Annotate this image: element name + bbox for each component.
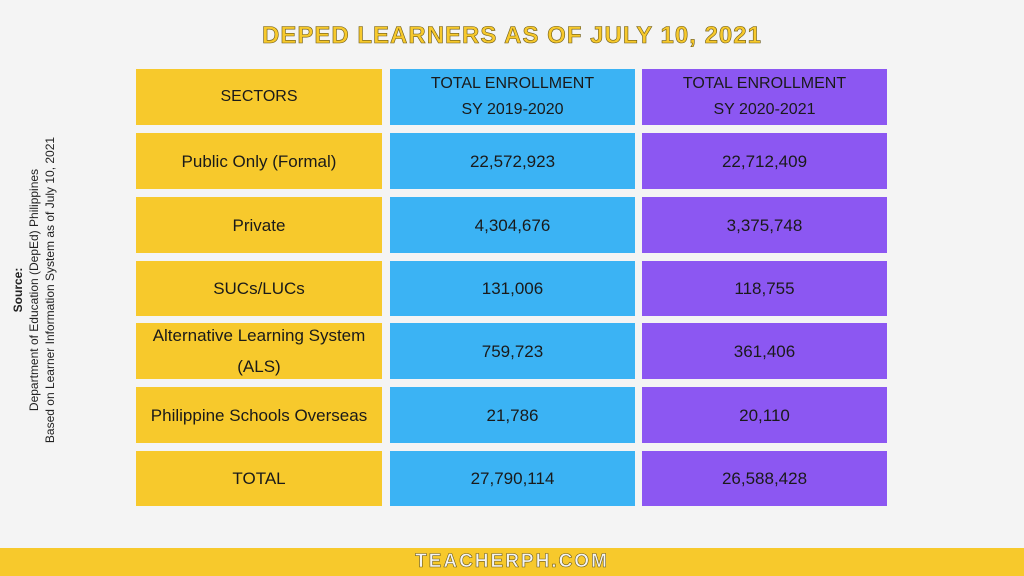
als-2019: 759,723 [390, 323, 635, 379]
pso-2020: 20,110 [642, 387, 887, 443]
sucs-lucs-2019: 131,006 [390, 261, 635, 316]
sucs-lucs-2020: 118,755 [642, 261, 887, 316]
header-sy-2019-2020: TOTAL ENROLLMENT SY 2019-2020 [390, 69, 635, 125]
total-2020: 26,588,428 [642, 451, 887, 506]
private-2019: 4,304,676 [390, 197, 635, 253]
sector-sucs-lucs: SUCs/LUCs [136, 261, 382, 316]
public-2019: 22,572,923 [390, 133, 635, 189]
sector-private: Private [136, 197, 382, 253]
source-label: Source: [11, 267, 25, 313]
private-2020: 3,375,748 [642, 197, 887, 253]
page-title: DEPED LEARNERS AS OF JULY 10, 2021 [262, 22, 762, 50]
header-sectors: SECTORS [136, 69, 382, 125]
footer-bar: TEACHERPH.COM [0, 548, 1024, 576]
sector-public: Public Only (Formal) [136, 133, 382, 189]
footer-site-name: TEACHERPH.COM [415, 551, 609, 573]
header-sy-2020-2021: TOTAL ENROLLMENT SY 2020-2021 [642, 69, 887, 125]
sector-pso: Philippine Schools Overseas [136, 387, 382, 443]
source-line-2: Based on Learner Information System as o… [43, 136, 57, 444]
total-2019: 27,790,114 [390, 451, 635, 506]
sector-total: TOTAL [136, 451, 382, 506]
source-line-1: Department of Education (DepEd) Philippi… [27, 168, 41, 412]
als-2020: 361,406 [642, 323, 887, 379]
source-note: Source: Department of Education (DepEd) … [10, 110, 58, 470]
public-2020: 22,712,409 [642, 133, 887, 189]
sector-als: Alternative Learning System (ALS) [136, 323, 382, 379]
pso-2019: 21,786 [390, 387, 635, 443]
